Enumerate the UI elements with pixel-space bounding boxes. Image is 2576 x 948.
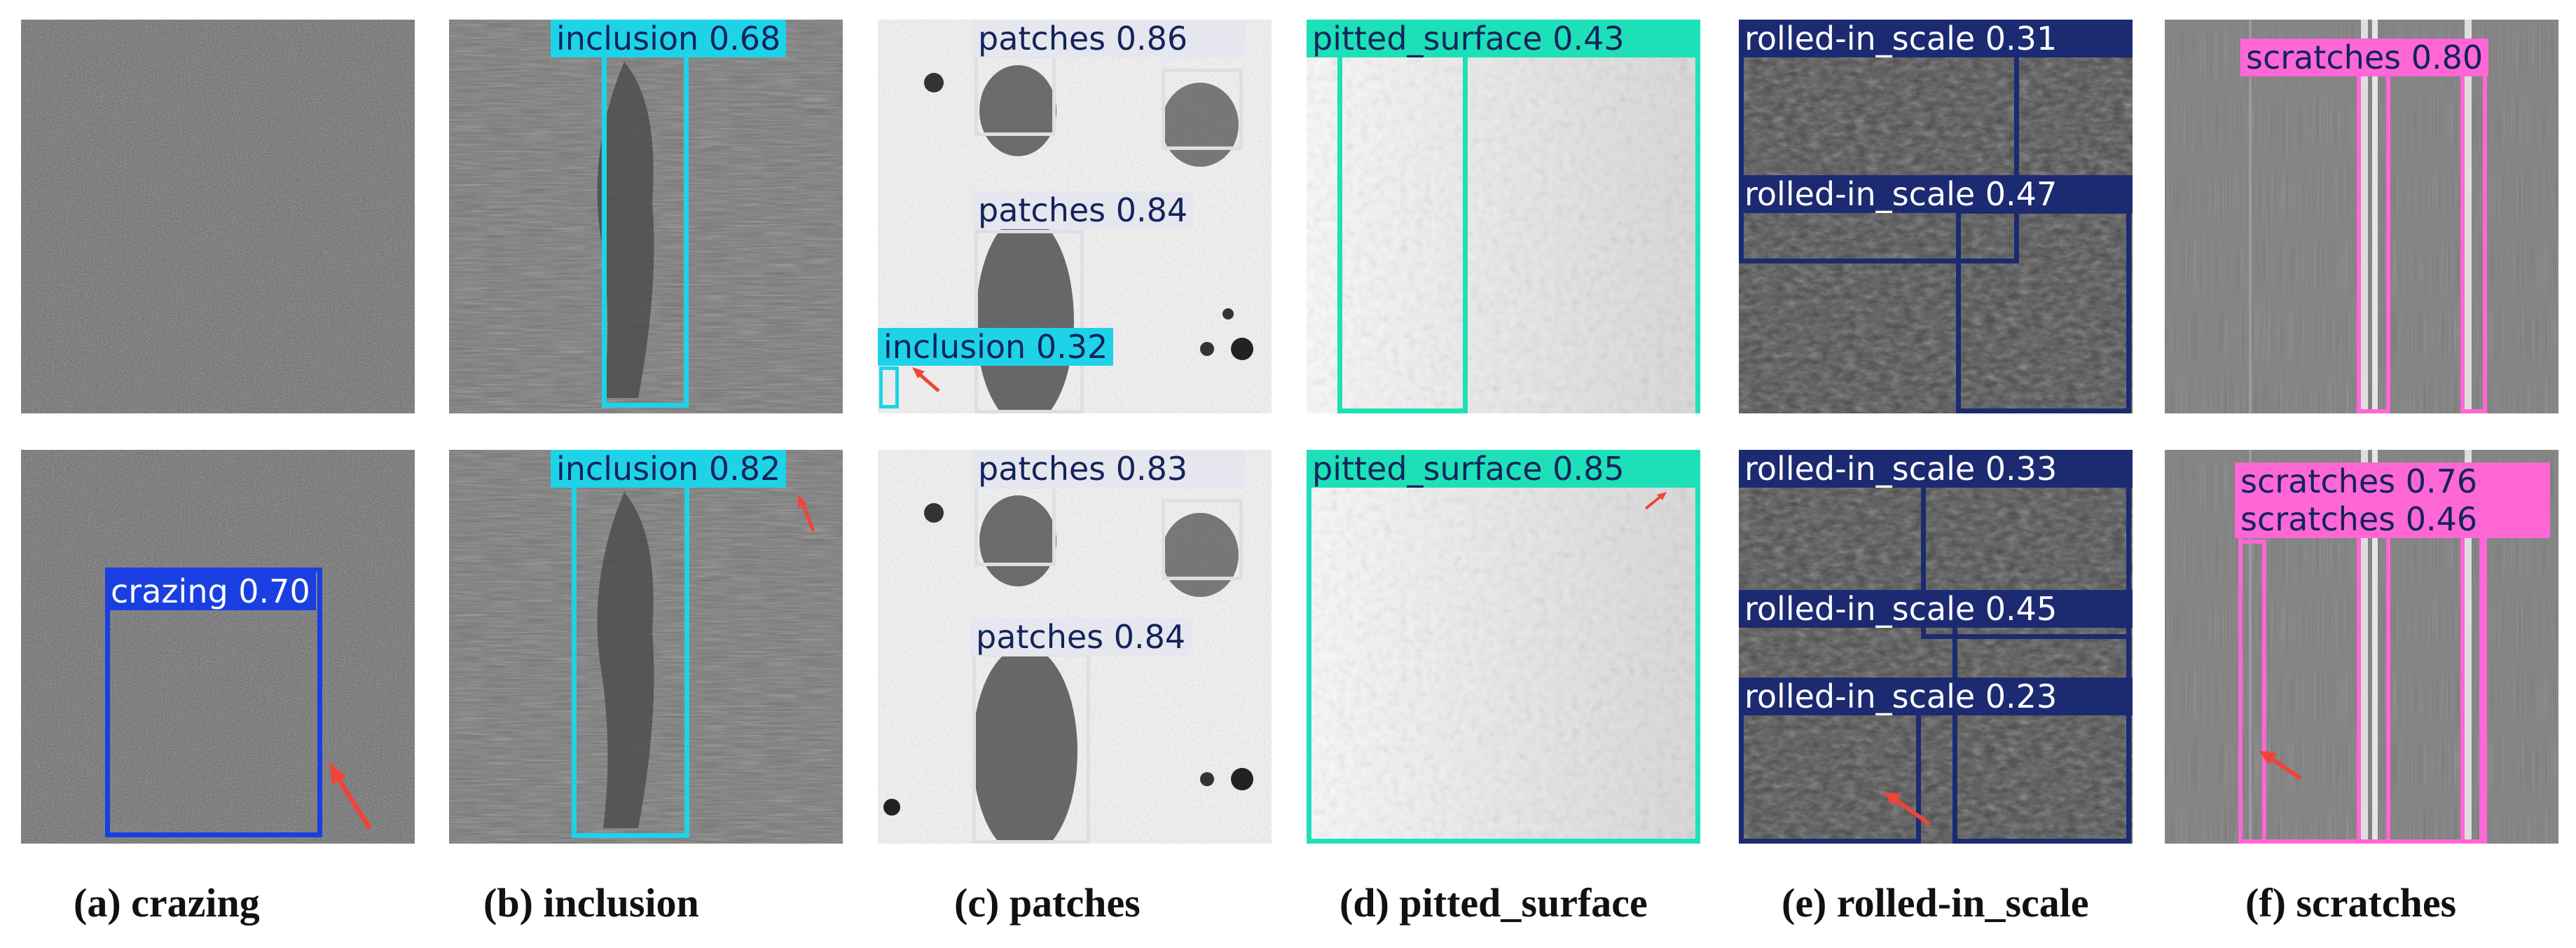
image-inclusion-top: inclusion 0.68 bbox=[449, 20, 843, 413]
arrow-icon bbox=[1883, 792, 1931, 826]
bbox-patches bbox=[1162, 499, 1243, 580]
caption-pitted-surface: (d) pitted_surface bbox=[1339, 880, 1648, 926]
label-inclusion: inclusion 0.32 bbox=[878, 328, 1114, 366]
image-rolled-in-scale-top: rolled-in_scale 0.31 rolled-in_scale 0.4… bbox=[1739, 20, 2133, 413]
image-crazing-top bbox=[21, 20, 415, 413]
image-pitted-surface-bottom: pitted_surface 0.85 bbox=[1307, 450, 1700, 844]
label-rolled-in-scale: rolled-in_scale 0.23 bbox=[1739, 678, 2133, 715]
image-scratches-bottom: scratches 0.76 scratches 0.46 bbox=[2165, 450, 2558, 844]
bbox-scratches bbox=[2238, 540, 2266, 844]
bbox-pitted-surface bbox=[1307, 27, 1700, 413]
bbox-pitted-surface bbox=[1307, 457, 1700, 844]
image-inclusion-bottom: inclusion 0.82 bbox=[449, 450, 843, 844]
label-scratches: scratches 0.76 bbox=[2235, 462, 2550, 500]
bbox-scratches bbox=[2357, 48, 2390, 413]
bbox-patches bbox=[1162, 69, 1243, 150]
bbox-patches bbox=[974, 485, 1056, 566]
caption-patches: (c) patches bbox=[954, 880, 1141, 926]
bbox-patches bbox=[974, 230, 1084, 413]
label-rolled-in-scale: rolled-in_scale 0.45 bbox=[1739, 590, 2133, 628]
image-crazing-bottom: crazing 0.70 bbox=[21, 450, 415, 844]
image-pitted-surface-top: pitted_surface 0.43 bbox=[1307, 20, 1700, 413]
label-rolled-in-scale: rolled-in_scale 0.47 bbox=[1739, 175, 2133, 213]
image-scratches-top: scratches 0.80 bbox=[2165, 20, 2558, 413]
bbox-scratches bbox=[2460, 48, 2487, 413]
label-pitted-surface: pitted_surface 0.85 bbox=[1307, 450, 1700, 488]
label-scratches: scratches 0.46 bbox=[2235, 500, 2550, 538]
arrow-icon bbox=[912, 367, 940, 392]
caption-crazing: (a) crazing bbox=[74, 880, 260, 926]
bbox-rolled-in-scale bbox=[1956, 209, 2131, 413]
arrow-icon bbox=[1644, 492, 1667, 510]
arrow-icon bbox=[329, 762, 372, 830]
label-patches: patches 0.84 bbox=[972, 191, 1194, 229]
label-inclusion: inclusion 0.68 bbox=[551, 20, 787, 57]
label-crazing: crazing 0.70 bbox=[105, 572, 316, 610]
label-patches: patches 0.83 bbox=[972, 450, 1246, 488]
image-rolled-in-scale-bottom: rolled-in_scale 0.33 rolled-in_scale 0.4… bbox=[1739, 450, 2133, 844]
label-rolled-in-scale: rolled-in_scale 0.33 bbox=[1739, 450, 2133, 488]
label-scratches: scratches 0.80 bbox=[2240, 39, 2489, 76]
bbox-rolled-in-scale bbox=[1952, 600, 2131, 844]
bbox-patches bbox=[974, 55, 1056, 136]
bbox-patches bbox=[972, 653, 1090, 844]
arrow-icon bbox=[2259, 750, 2302, 781]
label-rolled-in-scale: rolled-in_scale 0.31 bbox=[1739, 20, 2133, 57]
caption-rolled-in-scale: (e) rolled-in_scale bbox=[1782, 880, 2089, 926]
bbox-inclusion bbox=[602, 28, 689, 408]
bbox-inclusion bbox=[572, 458, 689, 838]
arrow-icon bbox=[798, 495, 815, 532]
bbox-inclusion bbox=[879, 366, 899, 408]
caption-inclusion: (b) inclusion bbox=[483, 880, 699, 926]
caption-scratches: (f) scratches bbox=[2245, 880, 2457, 926]
image-patches-top: patches 0.86 patches 0.84 inclusion 0.32 bbox=[878, 20, 1272, 413]
bbox-crazing bbox=[105, 568, 322, 837]
label-patches: patches 0.86 bbox=[972, 20, 1246, 57]
image-patches-bottom: patches 0.83 patches 0.84 bbox=[878, 450, 1272, 844]
label-inclusion: inclusion 0.82 bbox=[551, 450, 787, 488]
label-pitted-surface: pitted_surface 0.43 bbox=[1307, 20, 1700, 57]
label-patches: patches 0.84 bbox=[970, 618, 1192, 656]
